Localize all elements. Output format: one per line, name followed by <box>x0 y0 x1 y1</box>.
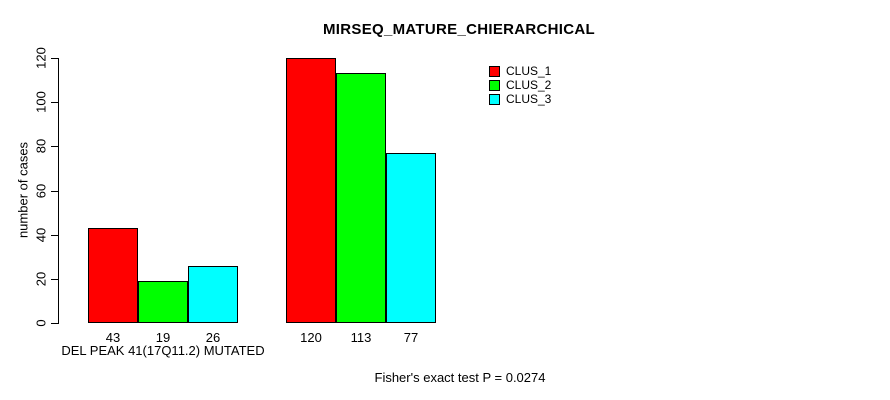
bar <box>386 153 436 323</box>
y-tick-label: 0 <box>33 319 49 327</box>
bar-value-label: 43 <box>105 330 121 345</box>
y-tick <box>51 323 58 324</box>
bar-value-label: 77 <box>403 330 419 345</box>
y-tick-label: 20 <box>33 271 49 287</box>
category-label: DEL PEAK 41(17Q11.2) MUTATED <box>61 343 265 358</box>
legend-label: CLUS_3 <box>506 92 552 106</box>
y-tick <box>51 58 58 59</box>
y-axis-label: number of cases <box>15 141 31 239</box>
legend-swatch <box>489 93 500 105</box>
legend-label: CLUS_2 <box>506 78 552 92</box>
y-axis-line <box>58 58 59 324</box>
fisher-test-annotation: Fisher's exact test P = 0.0274 <box>374 370 546 385</box>
legend-label: CLUS_1 <box>506 64 552 78</box>
y-tick <box>51 278 58 280</box>
chart-title: MIRSEQ_MATURE_CHIERARCHICAL <box>323 21 595 38</box>
y-tick-label: 40 <box>33 227 49 242</box>
y-tick <box>51 146 58 148</box>
y-tick-label: 100 <box>33 91 49 114</box>
y-tick-label: 80 <box>33 139 49 154</box>
bar <box>336 73 386 323</box>
bar <box>286 58 336 323</box>
y-tick <box>51 102 58 104</box>
bar-value-label: 113 <box>350 330 372 345</box>
bar-value-label: 19 <box>155 330 171 345</box>
legend-item: CLUS_2 <box>489 78 551 92</box>
y-tick <box>51 234 58 236</box>
bar <box>88 228 138 323</box>
legend-swatch <box>489 65 500 77</box>
bar-value-label: 120 <box>300 330 322 345</box>
bar-value-label: 26 <box>205 330 221 345</box>
legend: CLUS_1 CLUS_2 CLUS_3 <box>489 64 551 106</box>
legend-item: CLUS_1 <box>489 64 551 78</box>
y-tick-label: 120 <box>33 47 49 69</box>
bar <box>188 266 238 323</box>
bar <box>138 281 188 323</box>
y-tick <box>51 190 58 192</box>
legend-swatch <box>489 79 500 91</box>
legend-item: CLUS_3 <box>489 92 551 106</box>
y-tick-label: 60 <box>33 183 49 198</box>
